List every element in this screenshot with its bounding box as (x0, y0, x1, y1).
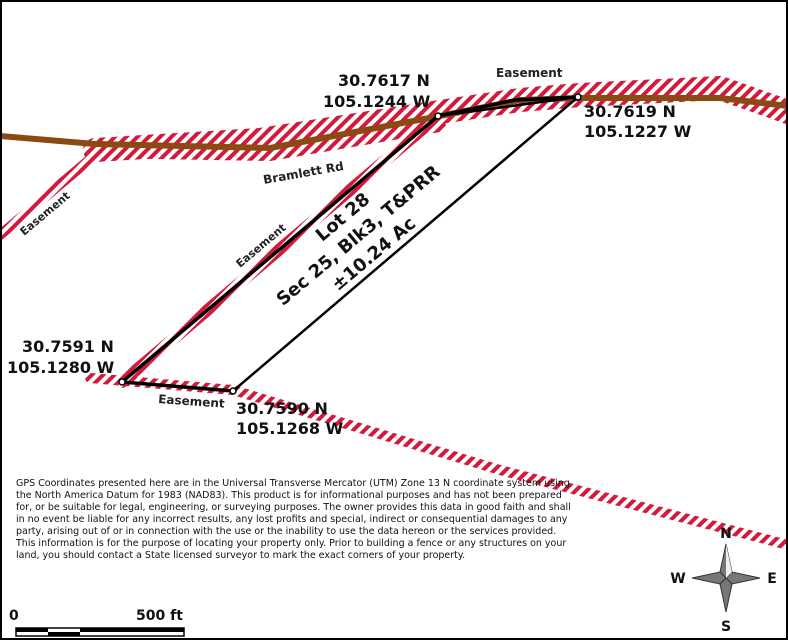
compass-rose: N S E W (670, 526, 777, 635)
coord-se-lat: 30.7590 N (236, 399, 328, 418)
easement-road-corridor-lower (89, 120, 446, 161)
coord-nw-lon: 105.1244 W (323, 92, 431, 111)
scale-bar-start-label: 0 (9, 608, 19, 624)
easement-left-edge (0, 150, 100, 240)
coord-se-lon: 105.1268 W (236, 419, 344, 438)
scale-bar-segment-3 (80, 628, 184, 632)
disclaimer-text: GPS Coordinates presented here are in th… (16, 478, 571, 561)
coord-nw-lat: 30.7617 N (338, 71, 430, 90)
scale-bar-segment-2 (48, 632, 80, 636)
scale-bar: 0 500 ft (9, 608, 185, 637)
corner-marker-se (229, 387, 237, 395)
scale-bar-segment-1 (16, 628, 48, 632)
compass-west-point (691, 571, 727, 585)
compass-w-label: W (670, 571, 685, 587)
coord-ne-lat: 30.7619 N (584, 102, 676, 121)
coord-ne-lon: 105.1227 W (584, 122, 692, 141)
compass-s-label: S (721, 619, 731, 635)
parcel-south-edge (121, 380, 234, 393)
parcel-north-edge (437, 95, 579, 118)
corner-marker-sw (118, 378, 126, 386)
corner-marker-ne (574, 93, 582, 101)
coord-sw-lon: 105.1280 W (7, 358, 115, 377)
compass-e-label: E (767, 571, 777, 587)
road-label: Bramlett Rd (262, 159, 345, 187)
easement-label-top: Easement (496, 66, 563, 80)
compass-south-point (719, 577, 733, 613)
coord-sw-lat: 30.7591 N (22, 337, 114, 356)
compass-n-label: N (720, 526, 732, 542)
easement-corridors (0, 76, 788, 550)
corner-marker-nw (434, 112, 442, 120)
compass-east-point (725, 571, 761, 585)
parcel-west-edge (120, 114, 440, 384)
compass-highlight (726, 544, 732, 578)
scale-bar-end-label: 500 ft (136, 608, 183, 624)
easement-label-bottom: Easement (158, 392, 226, 411)
